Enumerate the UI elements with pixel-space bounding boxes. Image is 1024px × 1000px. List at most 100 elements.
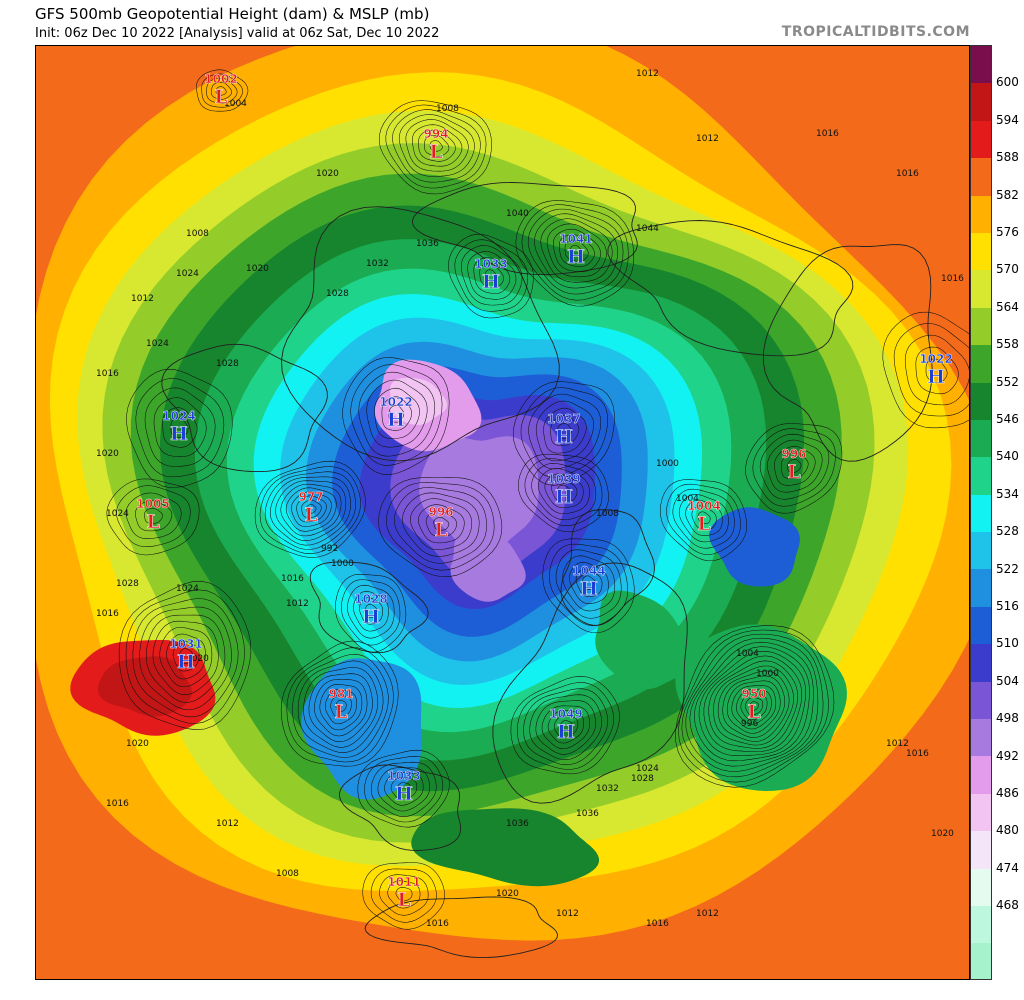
isobar-label: 1004 xyxy=(676,494,699,504)
isobar xyxy=(285,487,337,532)
isobar xyxy=(162,407,198,448)
colorbar-swatch xyxy=(971,793,991,832)
isobar-label: 1012 xyxy=(886,739,909,749)
colorbar-swatch xyxy=(971,270,991,308)
isobar xyxy=(210,82,232,100)
isobar xyxy=(410,498,473,550)
colorbar-label: 468 xyxy=(996,898,1019,913)
isobar-label: 1036 xyxy=(576,809,599,819)
isobar xyxy=(366,379,428,448)
isobar xyxy=(672,488,735,549)
isobar-label: 1000 xyxy=(331,559,354,569)
isobar-label: 1008 xyxy=(436,104,459,114)
coastline xyxy=(339,764,462,851)
isobar-label: 1040 xyxy=(506,209,529,219)
colorbar-label: 528 xyxy=(996,524,1019,539)
pressure-letter: L xyxy=(214,86,227,108)
isobar xyxy=(264,471,356,550)
colorbar-swatch xyxy=(971,644,991,682)
isobar xyxy=(125,589,245,724)
isobar xyxy=(569,561,609,604)
pressure-letter: H xyxy=(927,366,945,388)
isobar-label: 1020 xyxy=(126,739,149,749)
isobar xyxy=(681,633,824,778)
colorbar-swatch xyxy=(971,345,991,383)
pressure-value: 996 xyxy=(781,447,806,461)
isobar xyxy=(153,397,207,457)
isobar-label: 996 xyxy=(741,719,758,729)
colorbar-label: 552 xyxy=(996,374,1019,389)
pressure-value: 1024 xyxy=(162,409,195,423)
isobar xyxy=(418,129,456,162)
isobar xyxy=(370,868,437,923)
isobar xyxy=(740,693,768,721)
isobar xyxy=(132,598,239,718)
pressure-value: 1002 xyxy=(204,72,237,86)
colorbar-label: 558 xyxy=(996,337,1019,352)
isobar xyxy=(915,346,959,395)
colorbar-label: 498 xyxy=(996,711,1019,726)
isobar xyxy=(152,620,219,695)
colorbar-swatch xyxy=(971,494,991,533)
pressure-letter: L xyxy=(434,519,447,541)
pressure-value: 950 xyxy=(741,687,766,701)
isobar xyxy=(553,715,579,738)
isobar xyxy=(335,699,347,713)
isobar xyxy=(139,606,232,711)
isobar xyxy=(780,452,809,479)
isobar xyxy=(582,575,596,590)
isobar xyxy=(118,580,252,730)
isobar xyxy=(685,637,819,772)
colorbar-label: 564 xyxy=(996,299,1019,314)
colorbar xyxy=(970,45,992,980)
isobar xyxy=(179,648,193,664)
isobar xyxy=(521,204,629,301)
colorbar-label: 522 xyxy=(996,561,1019,576)
colorbar-label: 540 xyxy=(996,449,1019,464)
isobar xyxy=(485,269,498,283)
pressure-value: 1022 xyxy=(919,352,952,366)
isobar-label: 1008 xyxy=(186,229,209,239)
pressure-value: 1033 xyxy=(474,257,507,271)
coastline xyxy=(161,343,328,473)
isobar-label: 1020 xyxy=(186,654,209,664)
isobar xyxy=(335,574,407,653)
isobar xyxy=(454,239,529,312)
isobar xyxy=(116,485,191,547)
coastline xyxy=(411,182,638,276)
isobar-label: 1028 xyxy=(631,774,654,784)
colorbar-swatch xyxy=(971,681,991,720)
isobar xyxy=(541,705,590,750)
isobar-label: 1008 xyxy=(596,509,619,519)
isobar xyxy=(512,381,615,486)
isobar xyxy=(144,387,216,467)
isobar xyxy=(703,655,803,752)
isobar-label: 1024 xyxy=(176,269,199,279)
isobar xyxy=(726,680,781,734)
pressure-value: 1044 xyxy=(572,564,605,578)
isobar xyxy=(296,495,327,523)
isobar xyxy=(384,772,424,806)
pressure-letter: L xyxy=(787,461,800,483)
isobar xyxy=(378,100,492,195)
colorbar-label: 576 xyxy=(996,225,1019,239)
isobar-label: 1036 xyxy=(506,819,529,829)
isobar xyxy=(215,86,227,96)
isobar xyxy=(429,140,443,152)
pressure-value: 977 xyxy=(298,490,323,504)
isobar xyxy=(146,614,226,703)
isobar xyxy=(314,679,368,737)
isobar xyxy=(341,579,401,646)
isobar xyxy=(170,417,189,438)
colorbar-label: 588 xyxy=(996,150,1019,165)
pressure-letter: H xyxy=(555,486,573,508)
isobar-label: 1020 xyxy=(316,169,339,179)
colorbar-swatch xyxy=(971,868,991,906)
coastlines xyxy=(161,182,933,959)
